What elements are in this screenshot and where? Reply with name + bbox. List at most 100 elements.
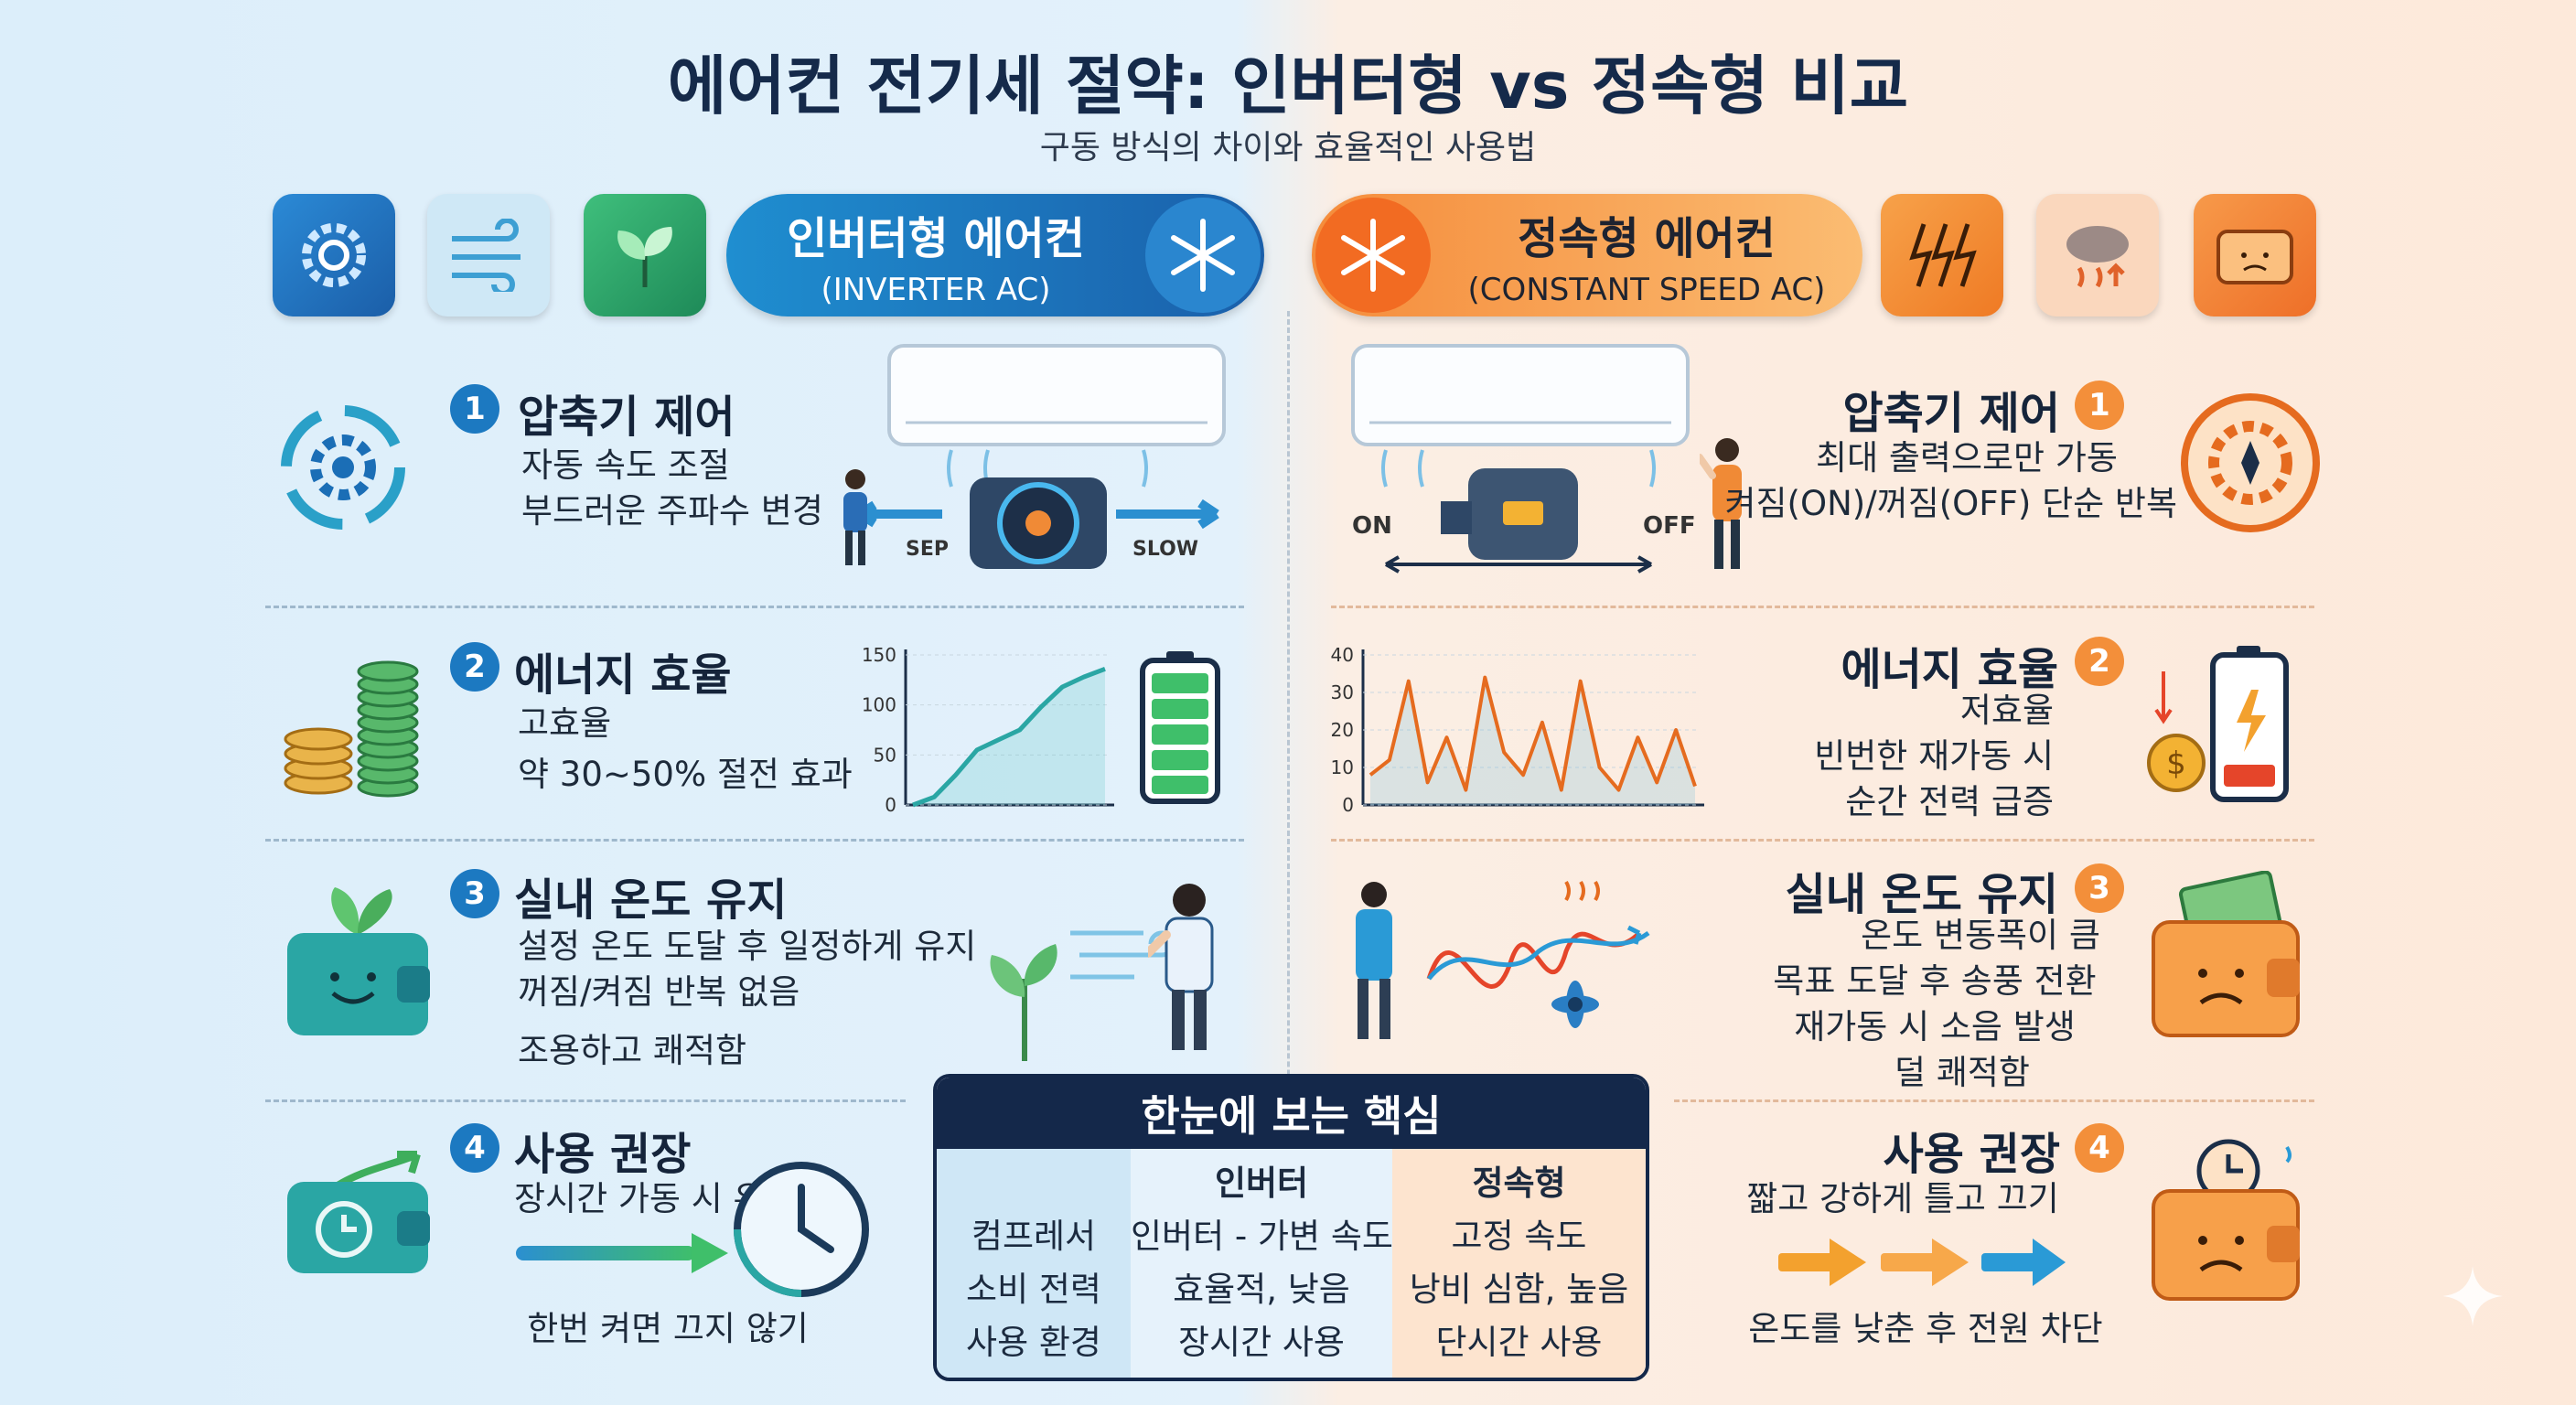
clock-wallet-icon: [280, 1151, 435, 1282]
table-cell: 소비 전력: [966, 1270, 1101, 1309]
section-title: 압축기 제어: [518, 391, 735, 443]
coin-stack-icon: [280, 648, 426, 807]
compass-gear-icon: [2177, 390, 2324, 540]
y-tick-label: 40: [1331, 644, 1354, 666]
inverter-ac-illustration: [842, 340, 1235, 582]
arrows-icon: [1775, 1226, 2067, 1303]
person-icon: [832, 467, 878, 571]
summary-heading: 한눈에 보는 핵심: [937, 1078, 1646, 1149]
leaf-icon: [584, 194, 706, 316]
section-body-line: 최대 출력으로만 가동: [1816, 438, 2118, 477]
person-icon: [1143, 880, 1230, 1057]
table-cell: 단시간 사용: [1435, 1323, 1603, 1362]
compressor-label-right: OFF: [1643, 512, 1696, 540]
section-body: 설정 온도 도달 후 일정하게 유지 꺼짐/켜짐 반복 없음 조용하고 쾌적함: [518, 927, 977, 1070]
table-cell: 사용 환경: [966, 1323, 1101, 1362]
svg-text:$: $: [2166, 745, 2186, 782]
section-title: 에너지 효율: [1841, 644, 2058, 695]
sparkle-icon: [2441, 1264, 2505, 1332]
series-line: [1368, 675, 1697, 792]
section-body: 고효율 약 30~50% 절전 효과: [518, 703, 853, 794]
table-cell: 인버터 - 가변 속도: [1131, 1217, 1393, 1256]
section-body: 온도 변동폭이 큼 목표 도달 후 송풍 전환 재가동 시 소음 발생 덜 쾌적…: [1773, 916, 2100, 1092]
left-divider-1: [265, 606, 1244, 608]
section-body: 저효율 빈번한 재가동 시 순간 전력 급증: [1814, 691, 2054, 821]
y-tick-label: 30: [1331, 681, 1354, 703]
series-line: [912, 666, 1106, 808]
section-body-line: 한번 켜면 끄지 않기: [527, 1309, 809, 1348]
sad-wallet-icon: [2194, 194, 2316, 316]
wind-icon: [427, 194, 550, 316]
table-cell: 고정 속도: [1451, 1217, 1587, 1256]
page-title: 에어컨 전기세 절약: 인버터형 vs 정속형 비교: [667, 48, 1909, 123]
step-number: 2: [450, 642, 499, 692]
snowflake-icon: [1315, 198, 1431, 313]
clock-icon: [728, 1156, 875, 1306]
sad-wallet-icon: [2148, 870, 2313, 1048]
inverter-header: 인버터형 에어컨 (INVERTER AC): [726, 194, 1264, 316]
constant-header: 정속형 에어컨 (CONSTANT SPEED AC): [1312, 194, 1862, 316]
y-tick-label: 150: [862, 644, 896, 666]
person-icon: [1696, 435, 1755, 576]
smiling-wallet-icon: [280, 880, 435, 1048]
center-divider: [1287, 311, 1290, 1372]
table-cell: 장시간 사용: [1178, 1323, 1345, 1362]
section-title: 압축기 제어: [1842, 388, 2060, 439]
inverter-header-sub: (INVERTER AC): [821, 272, 1051, 308]
constant-header-sub: (CONSTANT SPEED AC): [1467, 272, 1826, 308]
table-cell: 낭비 심함, 높음: [1409, 1270, 1629, 1309]
section-body-line: 온도를 낮춘 후 전원 차단: [1748, 1309, 2103, 1348]
temperature-fluctuation-illustration: [1337, 878, 1667, 1065]
summary-col-inverter: 인버터 인버터 - 가변 속도 효율적, 낮음 장시간 사용: [1131, 1149, 1393, 1378]
arrow-icon: [512, 1226, 732, 1284]
constant-header-title: 정속형 에어컨: [1518, 213, 1776, 264]
step-number: 1: [450, 384, 499, 434]
step-number: 1: [2075, 381, 2124, 430]
y-tick-label: 20: [1331, 719, 1354, 741]
left-divider-2: [265, 839, 1244, 842]
compressor-label-right: SLOW: [1132, 538, 1199, 561]
constant-energy-chart: 40 30 20 10 0: [1326, 640, 1711, 827]
right-divider-3: [1674, 1099, 2314, 1102]
snowflake-icon: [1145, 198, 1261, 313]
series-area: [1370, 677, 1695, 805]
section-body-line: 짧고 강하게 틀고 끄기: [1746, 1179, 2059, 1218]
section-title: 에너지 효율: [514, 649, 732, 701]
worried-clock-wallet-icon: [2148, 1134, 2313, 1312]
summary-col-constant: 정속형 고정 속도 낭비 심함, 높음 단시간 사용: [1392, 1149, 1646, 1378]
compressor-label-left: SEP: [906, 538, 949, 561]
step-number: 2: [2075, 637, 2124, 686]
page-subtitle: 구동 방식의 차이와 효율적인 사용법: [1039, 129, 1537, 166]
section-body-line: 켜짐(ON)/꺼짐(OFF) 단순 반복: [1724, 484, 2177, 523]
section-title: 사용 권장: [1883, 1129, 2060, 1180]
table-cell: 컴프레서: [971, 1217, 1097, 1256]
inverter-energy-chart: 150 100 50 0: [851, 640, 1116, 827]
section-body: 자동 속도 조절 부드러운 주파수 변경: [521, 445, 823, 531]
right-divider-2: [1331, 839, 2314, 842]
step-number: 4: [450, 1123, 499, 1173]
step-number: 4: [2075, 1123, 2124, 1173]
y-tick-label: 100: [862, 694, 896, 716]
gear-icon: [273, 194, 395, 316]
compressor-label-left: ON: [1352, 512, 1392, 540]
section-title: 사용 권장: [514, 1129, 692, 1180]
cycle-gear-icon: [274, 399, 412, 540]
section-title: 실내 온도 유지: [514, 874, 788, 926]
step-number: 3: [450, 869, 499, 918]
battery-low-icon: $: [2136, 644, 2301, 812]
summary-table: 한눈에 보는 핵심 컴프레서 소비 전력 사용 환경 인버터 인버터 - 가변 …: [933, 1074, 1649, 1381]
step-number: 3: [2075, 863, 2124, 913]
table-cell: 효율적, 낮음: [1173, 1270, 1350, 1309]
y-tick-label: 10: [1331, 756, 1354, 778]
constant-ac-illustration: [1349, 340, 1715, 582]
hot-cloud-icon: [2036, 194, 2159, 316]
table-header: 정속형: [1472, 1164, 1566, 1203]
battery-full-icon: [1139, 649, 1221, 809]
left-divider-3: [265, 1099, 906, 1102]
section-title: 실내 온도 유지: [1785, 869, 2058, 920]
inverter-header-title: 인버터형 에어컨: [787, 213, 1085, 264]
table-header: 인버터: [1214, 1164, 1309, 1203]
right-divider-1: [1331, 606, 2314, 608]
y-tick-label: 0: [1342, 794, 1354, 816]
